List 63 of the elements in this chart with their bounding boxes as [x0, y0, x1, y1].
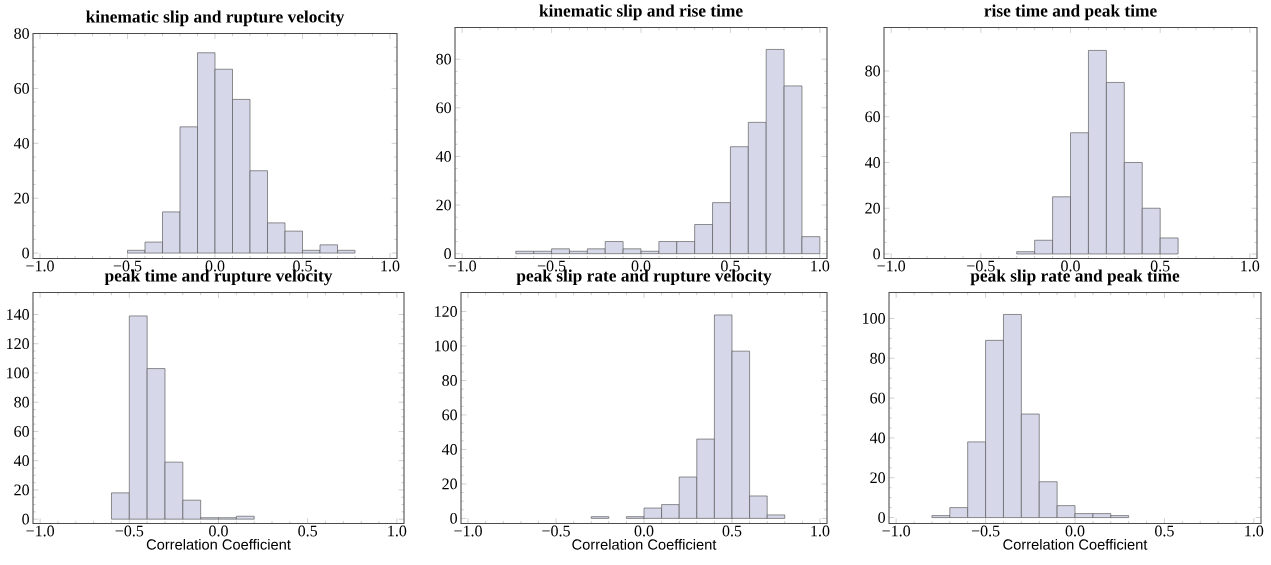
- y-tick-label: 120: [435, 306, 458, 318]
- x-axis-title: Correlation Coefficient: [1003, 539, 1148, 550]
- y-tick-label: 80: [870, 353, 886, 364]
- x-tick-label: −1.0: [26, 260, 54, 272]
- y-tick-label: 80: [436, 53, 452, 65]
- y-tick-label: 100: [863, 313, 886, 325]
- x-tick-label: 0.5: [722, 525, 742, 537]
- y-tick-label: 40: [13, 138, 29, 149]
- x-tick-label: 1.0: [381, 260, 400, 272]
- x-tick-label: 0.5: [1155, 525, 1174, 537]
- x-tick-label: 0.5: [298, 525, 318, 537]
- x-tick-label: 0.0: [1065, 525, 1085, 537]
- x-tick-label: −1.0: [26, 525, 55, 537]
- chart-title: kinematic slip and rupture velocity: [86, 10, 345, 27]
- x-tick-label: 1.0: [811, 525, 830, 537]
- chart-title: kinematic slip and rise time: [539, 4, 743, 21]
- y-tick-label: 40: [435, 151, 452, 163]
- y-tick-label: 100: [7, 367, 30, 379]
- y-tick-label: 20: [442, 478, 458, 490]
- y-tick-label: 20: [14, 193, 29, 204]
- y-tick-label: 0: [878, 512, 886, 524]
- y-tick-label: 100: [435, 340, 458, 352]
- x-tick-label: 0.0: [209, 525, 228, 537]
- y-tick-label: 0: [22, 513, 30, 525]
- x-tick-label: −1.0: [882, 525, 911, 537]
- chart-title: rise time and peak time: [984, 4, 1157, 21]
- y-tick-label: 60: [14, 83, 29, 95]
- y-tick-label: 60: [865, 111, 881, 123]
- x-tick-label: −1.0: [454, 525, 482, 537]
- y-tick-label: 0: [444, 248, 452, 260]
- x-axis-title: Correlation Coefficient: [572, 539, 717, 550]
- x-tick-label: −0.5: [115, 525, 144, 537]
- y-tick-label: 120: [7, 338, 30, 350]
- x-tick-label: 0.0: [634, 525, 654, 537]
- x-tick-label: 1.0: [811, 260, 830, 272]
- y-tick-label: 0: [22, 247, 30, 259]
- y-tick-label: 60: [442, 409, 458, 421]
- x-tick-label: 1.0: [1241, 260, 1260, 272]
- y-tick-label: 80: [442, 375, 458, 387]
- y-tick-label: 40: [441, 444, 458, 456]
- y-tick-label: 80: [865, 65, 881, 77]
- y-tick-label: 20: [436, 199, 452, 211]
- x-tick-label: −0.5: [971, 525, 1000, 537]
- y-tick-label: 60: [436, 102, 452, 114]
- x-tick-label: −1.0: [877, 260, 906, 272]
- y-tick-label: 80: [14, 397, 30, 408]
- y-tick-label: 40: [864, 157, 881, 169]
- x-tick-label: −0.5: [542, 525, 570, 537]
- y-tick-label: 0: [873, 248, 881, 260]
- y-tick-label: 20: [865, 203, 881, 214]
- y-tick-label: 40: [13, 455, 30, 467]
- y-tick-label: 0: [450, 513, 458, 524]
- y-tick-label: 20: [14, 484, 30, 496]
- y-tick-label: 80: [14, 28, 29, 40]
- y-tick-label: 60: [14, 426, 30, 438]
- y-tick-label: 40: [869, 432, 886, 444]
- y-tick-label: 60: [870, 392, 886, 404]
- x-tick-label: 1.0: [1245, 525, 1264, 537]
- x-axis-title: Correlation Coefficient: [146, 539, 291, 550]
- y-tick-label: 20: [870, 472, 886, 484]
- y-tick-label: 140: [7, 309, 30, 321]
- x-tick-label: 1.0: [388, 525, 407, 537]
- x-tick-label: −1.0: [448, 260, 477, 272]
